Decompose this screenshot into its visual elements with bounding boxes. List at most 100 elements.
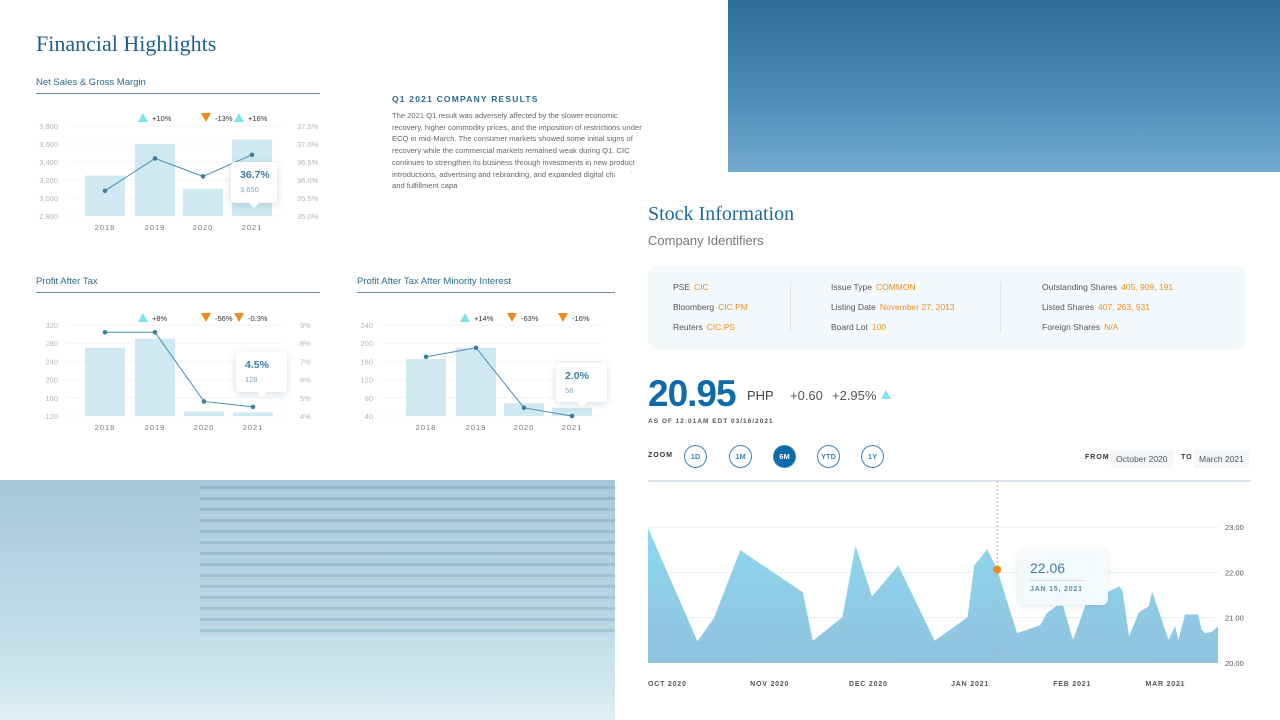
margin-line	[425, 347, 573, 417]
identifier-value: 100	[871, 322, 887, 332]
y-tick-label: 240	[45, 357, 58, 366]
x-tick-label: 2021	[562, 423, 583, 432]
y-tick-label: 200	[360, 339, 373, 348]
chart-title: Profit After Tax After Minority Interest	[357, 276, 511, 287]
y2-tick-label: 37.0%	[297, 140, 319, 149]
triangle-up-icon	[460, 313, 470, 322]
chart-tooltip: 36.7% 3,650	[231, 162, 277, 208]
change-label: -13%	[215, 114, 233, 123]
y2-tick-label: 37.5%	[297, 122, 319, 131]
zoom-ytd-button[interactable]: YTD	[817, 445, 840, 468]
x-tick-label: 2018	[95, 423, 116, 432]
price-area	[648, 527, 1218, 663]
bar-2020	[183, 189, 223, 216]
y-tick-label: 20.00	[1225, 659, 1244, 668]
tooltip-value: 4.5%	[245, 359, 269, 371]
identifier-reuters: Reuters CIC.PS	[673, 322, 735, 332]
y-tick-label: 3,400	[39, 158, 58, 167]
y-tick-label: 280	[45, 339, 58, 348]
zoom-1m-button[interactable]: 1M	[729, 445, 752, 468]
x-tick-label: MAR 2021	[1146, 681, 1186, 688]
x-tick-label: 2019	[145, 423, 166, 432]
background-photo	[0, 480, 620, 720]
tooltip-value: 36.7%	[240, 169, 270, 181]
y2-tick-label: 5%	[300, 394, 311, 403]
background-sky	[728, 0, 1280, 180]
y2-tick-label: 7%	[300, 357, 311, 366]
identifier-label: Outstanding Shares	[1042, 282, 1118, 292]
chart-tooltip: 4.5% 128	[236, 352, 287, 397]
tooltip-date: JAN 15, 2021	[1030, 586, 1083, 593]
divider	[357, 292, 620, 293]
stock-title: Stock Information	[648, 203, 795, 225]
zoom-1d-button[interactable]: 1D	[684, 445, 707, 468]
y-tick-label: 40	[365, 412, 373, 421]
zoom-label: ZOOM	[648, 452, 673, 459]
triangle-down-icon	[558, 313, 568, 322]
financial-highlights-panel: Financial Highlights Net Sales & Gross M…	[0, 0, 728, 480]
identifier-label: PSE	[673, 282, 691, 292]
x-tick-label: 2019	[466, 423, 487, 432]
tooltip-value: 2.0%	[565, 370, 589, 382]
triangle-up-icon	[234, 113, 244, 122]
y-tick-label: 200	[45, 376, 58, 385]
stock-price-chart[interactable]: 23.00 22.00 21.00 20.00 OCT 2020 NOV 2020 DEC …	[640, 478, 1260, 696]
x-tick-label: OCT 2020	[648, 681, 687, 688]
divider	[36, 292, 320, 293]
company-identifiers-box	[648, 266, 1246, 349]
y-tick-label: 22.00	[1225, 568, 1244, 577]
bar-2021	[552, 407, 592, 416]
change-label: +8%	[152, 314, 168, 323]
identifier-board-lot: Board Lot 100	[831, 322, 886, 332]
x-tick-label: NOV 2020	[750, 681, 789, 688]
identifier-pse: PSE CIC	[673, 282, 709, 292]
identifier-label: Bloomberg	[673, 302, 715, 312]
margin-point	[521, 405, 527, 411]
page-title: Financial Highlights	[36, 31, 217, 56]
chart-title: Profit After Tax	[36, 276, 98, 287]
price-change-percent: +2.95%	[832, 388, 877, 403]
divider	[36, 93, 320, 94]
y2-tick-label: 9%	[300, 321, 311, 330]
x-tick-label: 2020	[514, 423, 535, 432]
x-tick-label: 2018	[416, 423, 437, 432]
y-tick-label: 3,600	[39, 140, 58, 149]
zoom-6m-button[interactable]: 6M	[773, 445, 796, 468]
y2-tick-label: 35.0%	[297, 212, 319, 221]
chart-tooltip: 2.0% 58	[556, 363, 607, 407]
y-tick-label: 160	[45, 394, 58, 403]
identifier-value: November 27, 2013	[879, 302, 955, 312]
profit-after-tax-chart: 320 280 240 200 160 120 9% 8% 7% 6% 5% 4% 2018 2019 20…	[45, 313, 311, 432]
q1-body: The 2021 Q1 result was adversely affecte…	[392, 111, 642, 191]
y2-tick-label: 35.5%	[297, 194, 319, 203]
chart-title: Net Sales & Gross Margin	[36, 77, 146, 88]
bar-2019	[456, 347, 496, 416]
x-tick-label: FEB 2021	[1053, 681, 1091, 688]
net-sales-chart: 3,800 3,600 3,400 3,200 3,000 2,800 37.5% 37.0%…	[39, 113, 319, 232]
identifier-value: 405, 909, 191	[1121, 282, 1174, 292]
identifier-label: Foreign Shares	[1042, 322, 1101, 332]
zoom-1y-button[interactable]: 1Y	[861, 445, 884, 468]
identifier-label: Board Lot	[831, 322, 868, 332]
from-date-input[interactable]: October 2020	[1111, 450, 1173, 468]
triangle-down-icon	[201, 113, 211, 122]
y-tick-label: 160	[360, 357, 373, 366]
identifier-value: N/A	[1104, 322, 1119, 332]
highlight-point	[993, 565, 1002, 574]
y2-tick-label: 36.5%	[297, 158, 319, 167]
from-label: FROM	[1085, 454, 1110, 461]
x-tick-label: 2021	[243, 423, 264, 432]
tooltip-sub: 3,650	[240, 185, 259, 194]
margin-point	[201, 399, 207, 404]
window-blinds	[200, 486, 620, 636]
to-date-input[interactable]: March 2021	[1194, 450, 1249, 468]
y-tick-label: 3,000	[39, 194, 58, 203]
x-tick-label: 2018	[95, 223, 116, 232]
trend-up-icon	[881, 390, 891, 399]
y-tick-label: 240	[360, 321, 373, 330]
identifier-issue-type: Issue Type COMMON	[831, 282, 916, 292]
y-tick-label: 3,800	[39, 122, 58, 131]
x-tick-label: 2019	[145, 223, 166, 232]
bar-2019	[135, 144, 175, 216]
change-label: -16%	[572, 314, 590, 323]
